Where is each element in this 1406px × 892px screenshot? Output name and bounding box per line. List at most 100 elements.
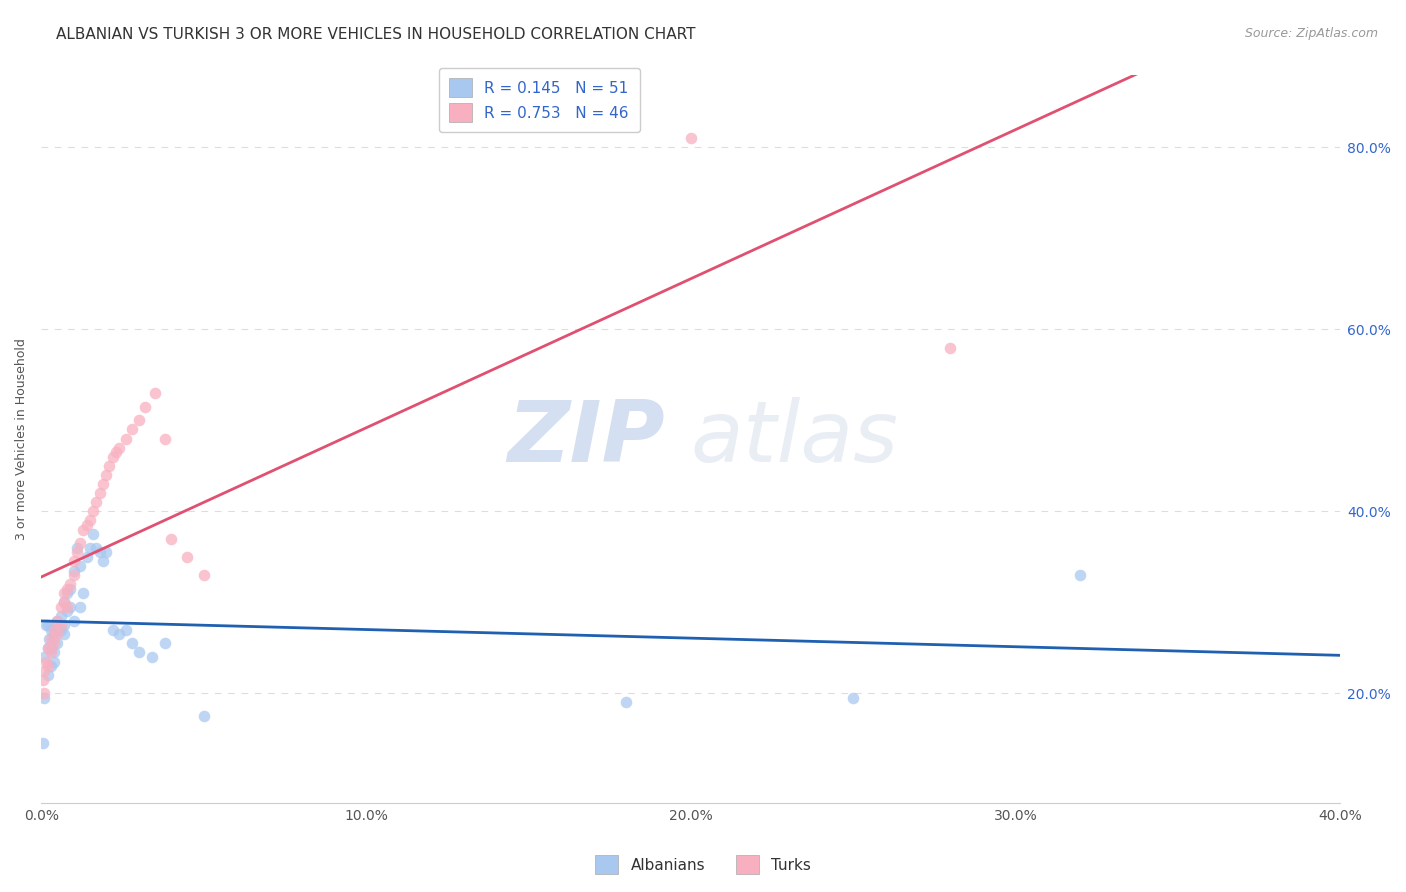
Point bbox=[52, 586, 75, 600]
Point bbox=[44, 627, 66, 641]
Point bbox=[46, 614, 69, 628]
Point bbox=[121, 422, 143, 436]
Point bbox=[101, 450, 124, 464]
Point bbox=[35, 655, 58, 669]
Legend: Albanians, Turks: Albanians, Turks bbox=[589, 849, 817, 880]
Point bbox=[66, 545, 89, 559]
Text: ZIP: ZIP bbox=[508, 397, 665, 480]
Legend: R = 0.145   N = 51, R = 0.753   N = 46: R = 0.145 N = 51, R = 0.753 N = 46 bbox=[439, 68, 640, 133]
Point bbox=[56, 599, 79, 614]
Point bbox=[52, 618, 75, 632]
Point bbox=[34, 664, 56, 678]
Point bbox=[1069, 568, 1091, 582]
Point bbox=[44, 636, 66, 650]
Text: atlas: atlas bbox=[690, 397, 898, 480]
Point bbox=[34, 686, 56, 700]
Point bbox=[91, 554, 114, 568]
Point bbox=[34, 690, 56, 705]
Point bbox=[56, 604, 79, 618]
Point bbox=[128, 413, 150, 427]
Point bbox=[141, 649, 163, 664]
Point bbox=[72, 586, 94, 600]
Point bbox=[56, 582, 79, 596]
Point bbox=[842, 690, 865, 705]
Y-axis label: 3 or more Vehicles in Household: 3 or more Vehicles in Household bbox=[15, 338, 28, 540]
Point bbox=[193, 568, 215, 582]
Point bbox=[114, 432, 136, 446]
Point bbox=[160, 532, 183, 546]
Point bbox=[82, 504, 104, 518]
Point bbox=[939, 341, 962, 355]
Point bbox=[79, 541, 101, 555]
Point bbox=[82, 527, 104, 541]
Point bbox=[39, 623, 62, 637]
Point bbox=[62, 554, 84, 568]
Point bbox=[37, 668, 59, 682]
Point bbox=[69, 558, 91, 573]
Point bbox=[31, 673, 53, 687]
Point bbox=[37, 640, 59, 655]
Point bbox=[193, 709, 215, 723]
Point bbox=[39, 645, 62, 659]
Point bbox=[89, 545, 111, 559]
Point bbox=[52, 595, 75, 609]
Point bbox=[86, 495, 108, 509]
Point bbox=[143, 386, 166, 401]
Point bbox=[46, 623, 69, 637]
Point bbox=[62, 568, 84, 582]
Point bbox=[176, 549, 198, 564]
Text: ALBANIAN VS TURKISH 3 OR MORE VEHICLES IN HOUSEHOLD CORRELATION CHART: ALBANIAN VS TURKISH 3 OR MORE VEHICLES I… bbox=[56, 27, 696, 42]
Point bbox=[46, 636, 69, 650]
Point bbox=[76, 518, 98, 533]
Point bbox=[52, 595, 75, 609]
Point bbox=[44, 623, 66, 637]
Point bbox=[66, 541, 89, 555]
Point bbox=[59, 582, 82, 596]
Point bbox=[128, 645, 150, 659]
Point bbox=[101, 623, 124, 637]
Point bbox=[37, 659, 59, 673]
Point bbox=[98, 458, 121, 473]
Point bbox=[679, 131, 702, 145]
Point bbox=[59, 577, 82, 591]
Point bbox=[39, 659, 62, 673]
Point bbox=[72, 523, 94, 537]
Point bbox=[153, 636, 176, 650]
Point bbox=[79, 513, 101, 527]
Point bbox=[31, 736, 53, 750]
Point bbox=[39, 632, 62, 646]
Point bbox=[69, 599, 91, 614]
Point bbox=[37, 618, 59, 632]
Point bbox=[153, 432, 176, 446]
Point bbox=[94, 545, 117, 559]
Point bbox=[39, 640, 62, 655]
Point bbox=[62, 614, 84, 628]
Point bbox=[89, 486, 111, 500]
Point bbox=[86, 541, 108, 555]
Point bbox=[35, 618, 58, 632]
Point bbox=[62, 564, 84, 578]
Point bbox=[44, 655, 66, 669]
Point bbox=[37, 640, 59, 655]
Point bbox=[114, 623, 136, 637]
Point bbox=[59, 599, 82, 614]
Point bbox=[49, 623, 72, 637]
Point bbox=[121, 636, 143, 650]
Point bbox=[44, 645, 66, 659]
Point bbox=[38, 632, 60, 646]
Point bbox=[91, 477, 114, 491]
Point bbox=[108, 627, 131, 641]
Point bbox=[49, 618, 72, 632]
Point bbox=[49, 599, 72, 614]
Point bbox=[46, 627, 69, 641]
Point bbox=[69, 536, 91, 550]
Point bbox=[56, 586, 79, 600]
Point bbox=[94, 467, 117, 482]
Point bbox=[76, 549, 98, 564]
Point bbox=[49, 609, 72, 624]
Point bbox=[41, 632, 63, 646]
Point bbox=[134, 400, 156, 414]
Point bbox=[614, 695, 637, 709]
Text: Source: ZipAtlas.com: Source: ZipAtlas.com bbox=[1244, 27, 1378, 40]
Point bbox=[46, 614, 69, 628]
